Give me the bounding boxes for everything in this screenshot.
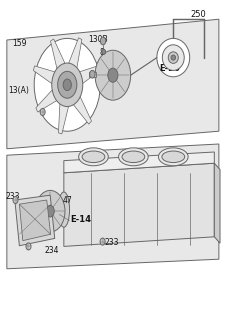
Ellipse shape [58, 192, 69, 227]
Ellipse shape [57, 71, 76, 98]
Ellipse shape [30, 217, 45, 237]
Ellipse shape [100, 238, 105, 245]
Ellipse shape [63, 79, 71, 91]
Ellipse shape [170, 55, 175, 60]
Polygon shape [64, 163, 213, 246]
Ellipse shape [46, 205, 54, 217]
Ellipse shape [107, 68, 117, 82]
Ellipse shape [35, 190, 65, 232]
Ellipse shape [156, 38, 189, 77]
Text: 13(A): 13(A) [8, 86, 29, 95]
Ellipse shape [82, 151, 104, 163]
Ellipse shape [101, 49, 105, 54]
Ellipse shape [89, 70, 95, 78]
Text: 234: 234 [44, 246, 59, 255]
Ellipse shape [118, 148, 148, 166]
Ellipse shape [78, 148, 108, 166]
Ellipse shape [100, 37, 105, 45]
Text: E-20: E-20 [159, 64, 180, 73]
Polygon shape [213, 163, 219, 243]
Polygon shape [75, 65, 101, 86]
Text: 233: 233 [5, 192, 20, 201]
Ellipse shape [162, 45, 183, 70]
Polygon shape [89, 72, 95, 77]
Polygon shape [66, 38, 81, 74]
Ellipse shape [158, 148, 187, 166]
Ellipse shape [121, 151, 144, 163]
Text: 47: 47 [62, 196, 72, 205]
Ellipse shape [161, 151, 184, 163]
Polygon shape [15, 195, 54, 246]
Polygon shape [58, 97, 70, 134]
Polygon shape [70, 91, 91, 124]
Polygon shape [7, 144, 218, 269]
Polygon shape [19, 200, 50, 241]
Ellipse shape [13, 196, 18, 204]
Ellipse shape [168, 52, 178, 63]
Text: 250: 250 [190, 10, 205, 19]
Ellipse shape [33, 221, 42, 233]
Polygon shape [36, 86, 61, 112]
Ellipse shape [40, 108, 45, 116]
Ellipse shape [34, 38, 100, 131]
Polygon shape [33, 66, 59, 86]
Text: 130B: 130B [87, 35, 107, 44]
Polygon shape [7, 19, 218, 149]
Polygon shape [64, 152, 213, 173]
Ellipse shape [26, 243, 31, 250]
Text: 233: 233 [104, 238, 119, 247]
Text: 159: 159 [12, 39, 27, 48]
Text: 8: 8 [99, 48, 104, 57]
Text: E-14: E-14 [70, 215, 91, 224]
Ellipse shape [52, 63, 82, 107]
Polygon shape [50, 39, 67, 75]
Ellipse shape [95, 50, 130, 100]
